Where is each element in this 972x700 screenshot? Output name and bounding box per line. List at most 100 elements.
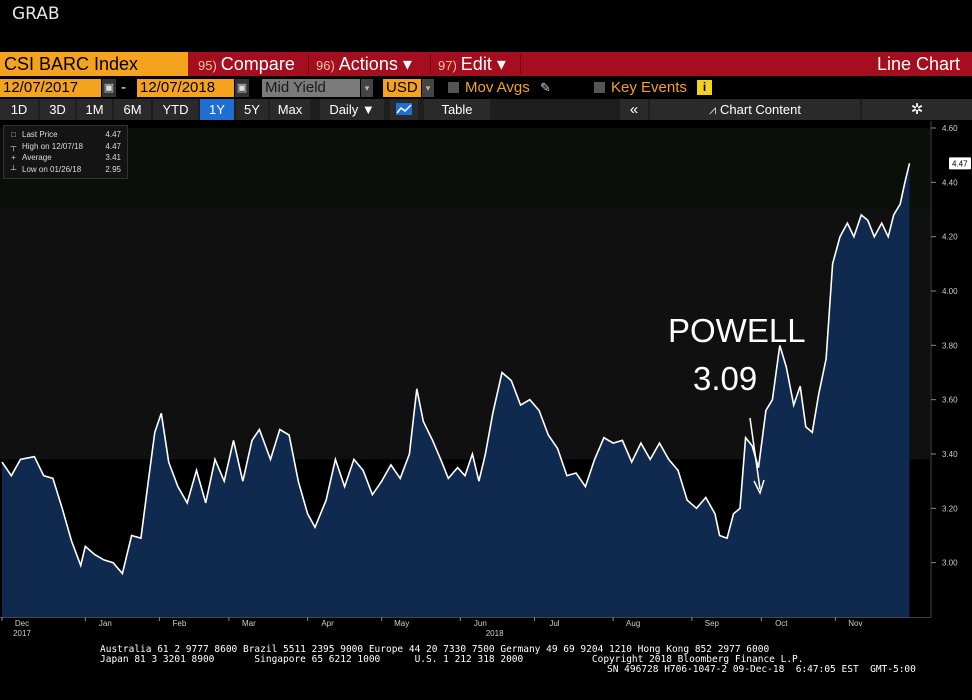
- x-tick-label: Nov: [848, 619, 862, 628]
- chevron-down-icon[interactable]: ▾: [361, 79, 373, 97]
- legend-item: □ Last Price 4.47: [4, 129, 125, 140]
- series-area: [2, 163, 910, 618]
- actions-label: Actions ▾: [338, 54, 412, 74]
- chart-content-icon: ⩘: [709, 102, 717, 117]
- footer-session: SN 496728 H706-1047-2 09-Dec-18 6:47:05 …: [607, 664, 916, 675]
- calendar-icon[interactable]: ▣: [102, 79, 116, 97]
- compare-button[interactable]: 95) Compare: [198, 52, 295, 76]
- divider: [520, 54, 521, 74]
- chart-content-label: Chart Content: [720, 102, 801, 117]
- mov-avgs-label[interactable]: Mov Avgs: [465, 79, 530, 96]
- table-button[interactable]: Table: [424, 99, 490, 120]
- range-button-1y[interactable]: 1Y: [200, 99, 234, 120]
- x-tick-label: Jun: [474, 619, 487, 628]
- line-style-icon[interactable]: [390, 99, 418, 120]
- y-tick-label: 4.20: [942, 233, 958, 242]
- chart-type-label[interactable]: Line Chart: [876, 54, 960, 74]
- y-tick-label: 4.40: [942, 178, 958, 187]
- legend-value: 3.41: [105, 153, 121, 162]
- frequency-select[interactable]: Daily ▼: [320, 99, 384, 120]
- compare-label: Compare: [220, 54, 295, 74]
- plot-band: [0, 128, 930, 210]
- range-button-1m[interactable]: 1M: [77, 99, 112, 120]
- legend-label: Low on 01/26/18: [22, 164, 82, 174]
- annotation-arrowhead: [753, 479, 765, 496]
- divider: [308, 54, 309, 74]
- x-tick-label: Jan: [99, 619, 112, 628]
- annotation-arrow: [749, 417, 761, 490]
- edit-button[interactable]: 97) Edit ▾: [438, 52, 506, 76]
- legend-item: + Average 3.41: [4, 152, 125, 163]
- last-value-label: 4.47: [952, 159, 968, 168]
- y-axis-panel: [931, 121, 972, 640]
- key-events-checkbox[interactable]: [594, 82, 605, 93]
- field-select[interactable]: Mid Yield: [262, 79, 360, 97]
- y-tick-label: 3.40: [942, 450, 958, 459]
- legend-label: Average: [22, 153, 52, 162]
- annotation-value: 3.09: [693, 360, 758, 397]
- x-year-label: 2017: [13, 629, 31, 638]
- start-date-field[interactable]: 12/07/2017: [0, 79, 101, 97]
- range-button-max[interactable]: Max: [270, 99, 310, 120]
- x-tick-label: Feb: [173, 619, 187, 628]
- x-tick-label: Apr: [321, 619, 334, 628]
- y-tick-label: 3.00: [942, 559, 958, 568]
- range-button-3d[interactable]: 3D: [40, 99, 75, 120]
- legend-item: ┴ Low on 01/26/18 2.95: [4, 164, 125, 175]
- legend-marker-icon: +: [11, 153, 16, 162]
- divider: [430, 54, 431, 74]
- legend-label: High on 12/07/18: [22, 141, 83, 151]
- x-tick-label: Dec: [15, 619, 29, 628]
- legend-item: ┬ High on 12/07/18 4.47: [4, 141, 125, 152]
- x-tick-label: Aug: [626, 619, 640, 628]
- x-axis-panel: [0, 617, 972, 640]
- pencil-icon[interactable]: ✎: [540, 80, 551, 95]
- edit-num: 97): [438, 58, 457, 73]
- legend-label: Last Price: [22, 130, 58, 139]
- gear-icon[interactable]: ✲: [862, 99, 972, 120]
- range-button-5y[interactable]: 5Y: [236, 99, 268, 120]
- range-button-1d[interactable]: 1D: [0, 99, 38, 120]
- y-tick-label: 3.20: [942, 504, 958, 513]
- legend-marker-icon: □: [11, 130, 16, 139]
- footer-contacts: Australia 61 2 9777 8600 Brazil 5511 239…: [100, 644, 770, 655]
- chart-content-button[interactable]: ⩘ Chart Content: [650, 99, 860, 120]
- x-tick-label: Oct: [775, 619, 788, 628]
- y-tick-label: 4.00: [942, 287, 958, 296]
- info-icon[interactable]: i: [697, 80, 712, 95]
- calendar-icon[interactable]: ▣: [235, 79, 249, 97]
- range-button-ytd[interactable]: YTD: [153, 99, 198, 120]
- range-button-6m[interactable]: 6M: [114, 99, 151, 120]
- x-tick-label: Sep: [705, 619, 720, 628]
- x-tick-label: May: [394, 619, 409, 628]
- legend-marker-icon: ┬: [10, 141, 17, 151]
- line-chart: 4.60 4.40 4.20 4.00 3.80 3.60 3.40 3.20 3.00 4.47…: [0, 121, 972, 640]
- window-title: GRAB: [12, 4, 60, 24]
- x-tick-label: Jul: [549, 619, 559, 628]
- ticker-field[interactable]: CSI BARC Index: [0, 52, 188, 76]
- footer-contacts-2: Japan 81 3 3201 8900 Singapore 65 6212 1…: [100, 654, 804, 665]
- actions-button[interactable]: 96) Actions ▾: [316, 52, 412, 76]
- y-tick-label: 4.60: [942, 124, 958, 133]
- currency-field[interactable]: USD: [383, 79, 421, 97]
- legend-value: 2.95: [105, 164, 121, 174]
- key-events-label[interactable]: Key Events: [611, 79, 687, 96]
- legend: □ Last Price 4.47 ┬ High on 12/07/18 4.47 + Ave…: [3, 125, 128, 179]
- y-tick-label: 3.80: [942, 341, 958, 350]
- legend-marker-icon: ┴: [10, 164, 17, 174]
- chevron-down-icon[interactable]: ▾: [422, 79, 434, 97]
- end-date-field[interactable]: 12/07/2018: [137, 79, 234, 97]
- compare-num: 95): [198, 58, 217, 73]
- mov-avgs-checkbox[interactable]: [448, 82, 459, 93]
- footer: Australia 61 2 9777 8600 Brazil 5511 239…: [0, 640, 972, 700]
- line-chart-icon: [396, 103, 412, 115]
- x-tick-label: Mar: [242, 619, 256, 628]
- legend-value: 4.47: [105, 130, 121, 139]
- date-range-dash: -: [121, 79, 126, 96]
- edit-label: Edit ▾: [460, 54, 506, 74]
- annotation-label: POWELL: [668, 312, 806, 349]
- last-value-badge: [949, 157, 971, 170]
- series-line: [1, 163, 911, 576]
- collapse-icon[interactable]: «: [620, 99, 648, 120]
- legend-value: 4.47: [105, 141, 121, 151]
